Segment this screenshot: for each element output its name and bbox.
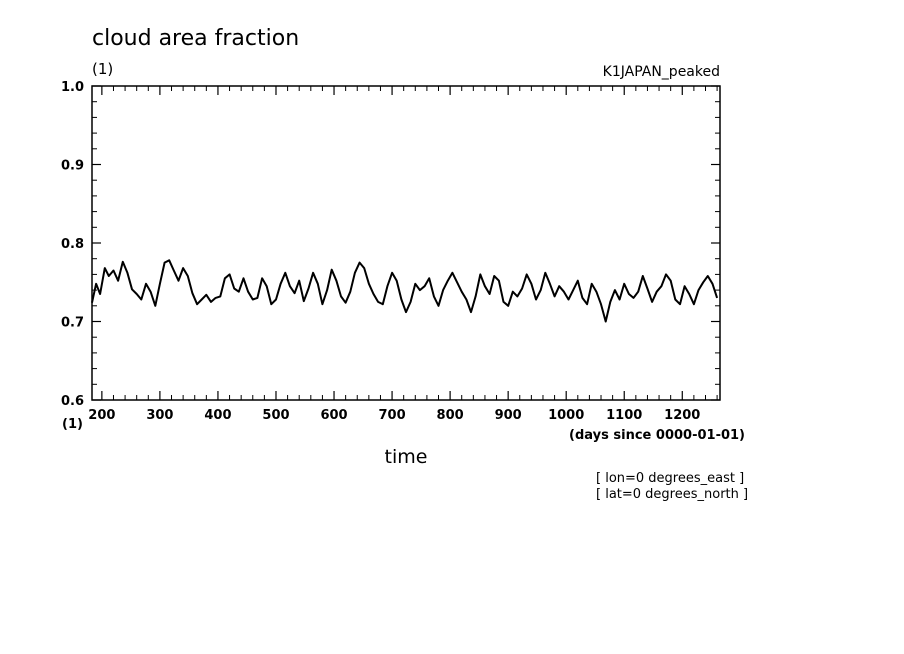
y-tick-label: 1.0 (61, 80, 84, 95)
annotation-lat: [ lat=0 degrees_north ] (596, 487, 748, 502)
series-line-cloud-area-fraction (91, 259, 719, 323)
y-tick-label: 0.8 (61, 237, 84, 252)
y-tick-label: 0.7 (61, 316, 84, 331)
x-axis-label: time (385, 446, 428, 468)
dataset-label: K1JAPAN_peaked (603, 64, 720, 80)
chart-title: cloud area fraction (92, 26, 299, 51)
x-tick-label: 300 (146, 408, 173, 423)
x-tick-label: 500 (262, 408, 289, 423)
x-axis-left-units: (1) (62, 417, 83, 432)
x-tick-label: 1000 (548, 408, 584, 423)
x-tick-label: 400 (204, 408, 231, 423)
x-tick-label: 700 (378, 408, 405, 423)
x-tick-label: 200 (88, 408, 115, 423)
x-tick-label: 600 (320, 408, 347, 423)
x-axis-units: (days since 0000-01-01) (569, 428, 745, 443)
x-tick-label: 900 (495, 408, 522, 423)
x-tick-label: 1100 (606, 408, 642, 423)
x-tick-label: 800 (437, 408, 464, 423)
y-tick-label: 0.6 (61, 394, 84, 409)
y-tick-label: 0.9 (61, 159, 84, 174)
x-tick-label: 1200 (664, 408, 700, 423)
annotation-lon: [ lon=0 degrees_east ] (596, 471, 744, 486)
y-axis-units: (1) (92, 60, 113, 78)
plot-frame (91, 85, 721, 401)
axes: 0.6 0.7 0.8 0.9 1.0 200 300 400 500 600 700 800 900 1… (61, 80, 720, 423)
